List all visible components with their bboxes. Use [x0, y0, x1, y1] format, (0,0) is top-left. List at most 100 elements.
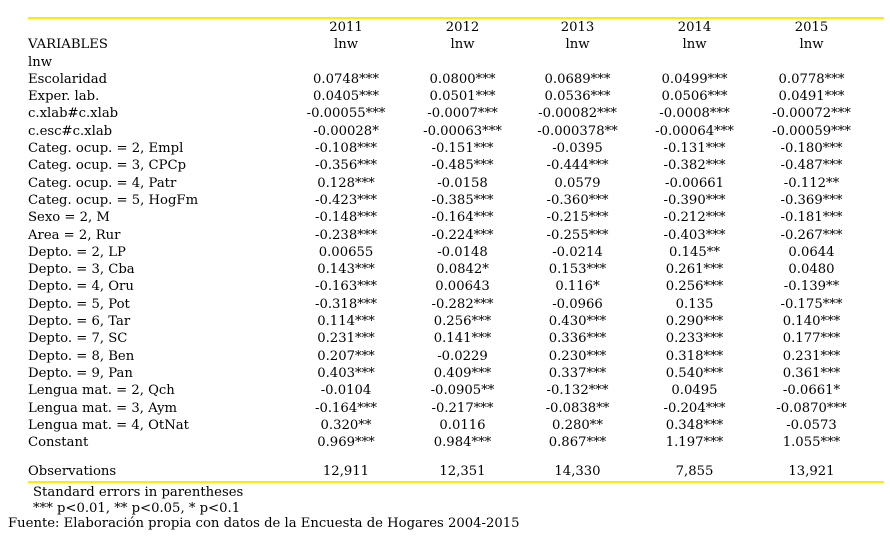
- coefficient-cell: 0.430***: [548, 314, 607, 330]
- corner-cell: [28, 19, 286, 36]
- coefficient-cell: -0.390***: [663, 192, 726, 208]
- table-row: Categ. ocup. = 2, Empl -0.108*** -0.151***…: [28, 140, 884, 157]
- coefficient-cell: 0.0778***: [778, 71, 845, 87]
- variable-label-cell: Lengua mat. = 4, OtNat: [28, 417, 189, 433]
- coefficient-cell: 0.141***: [433, 331, 492, 347]
- spacer-cell: [870, 54, 884, 71]
- coefficient-cell: 0.867***: [548, 435, 607, 451]
- variable-label-cell: Lengua mat. = 3, Aym: [28, 400, 178, 416]
- coefficient-cell: 0.290***: [665, 314, 724, 330]
- coefficient-cell: 0.231***: [317, 331, 375, 347]
- coefficient-cell: 0.0495: [671, 383, 718, 399]
- coefficient-cell: 0.0491***: [778, 89, 845, 105]
- coefficient-cell: 0.409***: [433, 365, 492, 381]
- table-row: Depto. = 8, Ben 0.207*** -0.0229 0.230*** 0.…: [28, 348, 884, 365]
- spacer-cell: [870, 209, 884, 226]
- observations-value: 12,911: [322, 464, 370, 480]
- coefficient-cell: 0.969***: [317, 435, 375, 451]
- coefficient-cell: 0.153***: [548, 262, 607, 278]
- variable-label-cell: Depto. = 4, Oru: [28, 279, 134, 295]
- depvar-header-cell: lnw: [565, 37, 590, 53]
- coefficient-cell: 0.320**: [320, 417, 372, 433]
- spacer-cell: [870, 192, 884, 209]
- table-row: Lengua mat. = 3, Aym -0.164*** -0.217*** -0…: [28, 400, 884, 417]
- year-header-cell: 2011: [329, 20, 363, 35]
- table-row: Depto. = 3, Cba 0.143*** 0.0842* 0.153*** 0.…: [28, 261, 884, 278]
- coefficient-cell: -0.403***: [663, 227, 726, 243]
- variable-label-cell: Depto. = 8, Ben: [28, 348, 135, 364]
- coefficient-cell: -0.0007***: [427, 106, 498, 122]
- coefficient-cell: -0.0966: [552, 296, 603, 312]
- coefficient-cell: 0.403***: [317, 365, 375, 381]
- empty-cell: [753, 54, 870, 71]
- table-row: Categ. ocup. = 3, CPCp -0.356*** -0.485***…: [28, 157, 884, 174]
- table-row: Depto. = 5, Pot -0.318*** -0.282*** -0.0966…: [28, 296, 884, 313]
- coefficient-cell: -0.204***: [663, 400, 726, 416]
- table-row: c.esc#c.xlab -0.00028* -0.00063*** -0.00037…: [28, 123, 884, 140]
- variable-label-cell: Area = 2, Rur: [28, 227, 121, 243]
- observations-label: Observations: [28, 464, 117, 480]
- coefficient-cell: 0.207***: [317, 348, 375, 364]
- coefficient-cell: -0.139**: [783, 279, 840, 295]
- coefficient-cell: 0.0405***: [313, 89, 379, 105]
- variable-label-cell: Depto. = 6, Tar: [28, 314, 131, 330]
- coefficient-cell: -0.267***: [780, 227, 843, 243]
- empty-cell: [406, 54, 519, 71]
- spacer-cell: [870, 140, 884, 157]
- coefficient-cell: 0.256***: [433, 314, 492, 330]
- coefficient-cell: -0.0905**: [430, 383, 495, 399]
- coefficient-cell: -0.164***: [431, 210, 494, 226]
- variables-header: VARIABLES: [28, 37, 108, 53]
- coefficient-cell: 0.00655: [318, 244, 374, 260]
- coefficient-cell: -0.180***: [780, 141, 843, 157]
- coefficient-cell: 0.230***: [548, 348, 607, 364]
- coefficient-cell: -0.282***: [431, 296, 494, 312]
- depvar-header-cell: lnw: [450, 37, 475, 53]
- coefficient-cell: -0.148***: [315, 210, 377, 226]
- coefficient-cell: 0.0800***: [429, 71, 496, 87]
- regression-table-sheet: 2011 2012 2013 2014 2015 VARIABLES lnw lnw lnw…: [28, 17, 884, 518]
- spacer-cell: [870, 313, 884, 330]
- variable-label-cell: Depto. = 9, Pan: [28, 365, 133, 381]
- coefficient-cell: -0.00063***: [423, 123, 502, 139]
- table-row: Exper. lab. 0.0405*** 0.0501*** 0.0536*** 0.…: [28, 88, 884, 105]
- coefficient-cell: -0.0158: [437, 175, 488, 191]
- coefficient-cell: 1.055***: [782, 435, 841, 451]
- coefficient-cell: -0.444***: [546, 158, 609, 174]
- observations-value: 7,855: [675, 464, 714, 480]
- coefficient-cell: 0.984***: [433, 435, 492, 451]
- coefficient-cell: 0.233***: [665, 331, 724, 347]
- coefficient-cell: 0.177***: [782, 331, 841, 347]
- coefficient-cell: -0.487***: [780, 158, 843, 174]
- year-header-cell: 2015: [794, 20, 829, 35]
- spacer-cell: [870, 417, 884, 434]
- depvar-header-cell: lnw: [334, 37, 358, 53]
- coefficient-cell: -0.00064***: [655, 123, 734, 139]
- coefficient-cell: 0.0480: [788, 262, 835, 278]
- coefficient-cell: -0.0573: [786, 417, 837, 433]
- table-row: Depto. = 2, LP 0.00655 -0.0148 -0.0214 0.145…: [28, 244, 884, 261]
- coefficient-cell: 0.0579: [554, 175, 601, 191]
- observations-value: 14,330: [554, 464, 601, 480]
- coefficient-cell: -0.0229: [437, 348, 488, 364]
- spacer-cell: [870, 105, 884, 122]
- spacer-cell: [870, 36, 884, 53]
- coefficient-cell: 0.145**: [669, 244, 720, 260]
- coefficient-cell: -0.369***: [780, 192, 843, 208]
- table-row: Depto. = 7, SC 0.231*** 0.141*** 0.336*** 0.…: [28, 330, 884, 347]
- empty-cell: [636, 54, 753, 71]
- coefficient-cell: 0.114***: [317, 314, 375, 330]
- table-row: Lengua mat. = 2, Qch -0.0104 -0.0905** -0.1…: [28, 382, 884, 399]
- coefficient-cell: 0.116*: [555, 279, 600, 295]
- spacer-cell: [870, 175, 884, 192]
- variable-label-cell: Lengua mat. = 2, Qch: [28, 383, 175, 399]
- coefficient-cell: -0.212***: [663, 210, 726, 226]
- coefficient-cell: -0.217***: [431, 400, 494, 416]
- coefficient-cell: -0.132***: [546, 383, 609, 399]
- table-row: Categ. ocup. = 5, HogFm -0.423*** -0.385**…: [28, 192, 884, 209]
- coefficient-cell: 0.540***: [665, 365, 724, 381]
- coefficient-cell: -0.360***: [546, 192, 609, 208]
- coefficient-cell: -0.255***: [546, 227, 609, 243]
- coefficient-cell: 0.261***: [665, 262, 724, 278]
- coefficient-cell: 0.00643: [435, 279, 490, 295]
